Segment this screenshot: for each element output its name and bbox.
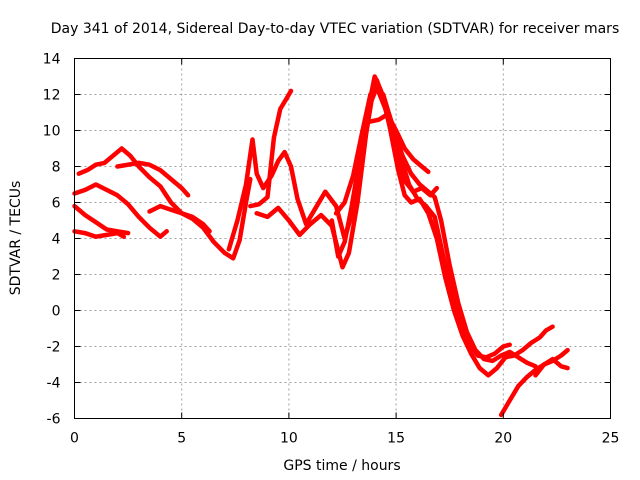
x-axis-label: GPS time / hours — [283, 458, 400, 474]
y-axis-label: SDTVAR / TECUs — [8, 181, 24, 296]
y-tick-label: -6 — [47, 412, 61, 428]
series-pass-9 — [254, 77, 512, 360]
x-tick-label: 0 — [70, 431, 79, 447]
series-pass-2 — [72, 182, 169, 239]
chart-title: Day 341 of 2014, Sidereal Day-to-day VTE… — [51, 21, 619, 37]
series-pass-7 — [226, 85, 440, 252]
y-tick-label: -2 — [47, 340, 61, 356]
series-pass-8 — [248, 88, 294, 209]
y-tick-label: 12 — [43, 88, 61, 104]
y-tick-label: 8 — [52, 160, 61, 176]
series-pass-3 — [72, 203, 131, 236]
x-tick-label: 15 — [387, 431, 405, 447]
series-pass-5 — [115, 160, 191, 198]
axis-ticks — [74, 58, 611, 419]
series-pass-6 — [147, 203, 212, 234]
series-pass-4 — [72, 229, 127, 239]
y-tick-label: 6 — [52, 196, 61, 212]
y-tick-label: 10 — [43, 124, 61, 140]
y-tick-label: 0 — [52, 304, 61, 320]
y-tick-label: -4 — [47, 376, 61, 392]
series-pass-1 — [76, 146, 253, 261]
x-tick-label: 10 — [280, 431, 298, 447]
x-tick-labels: 0 5 10 15 20 25 — [70, 431, 619, 447]
x-tick-label: 25 — [602, 431, 620, 447]
y-tick-label: 4 — [52, 232, 61, 248]
y-tick-label: 2 — [52, 268, 61, 284]
series-pass-14 — [533, 356, 570, 378]
series-pass-13 — [498, 347, 570, 418]
x-tick-label: 5 — [177, 431, 186, 447]
data-series — [72, 74, 570, 418]
y-tick-label: 14 — [43, 52, 61, 68]
x-tick-label: 20 — [494, 431, 512, 447]
y-tick-labels: -6 -4 -2 0 2 4 6 8 10 12 14 — [43, 52, 61, 428]
series-pass-12 — [368, 112, 431, 175]
series-pass-11 — [333, 85, 538, 369]
